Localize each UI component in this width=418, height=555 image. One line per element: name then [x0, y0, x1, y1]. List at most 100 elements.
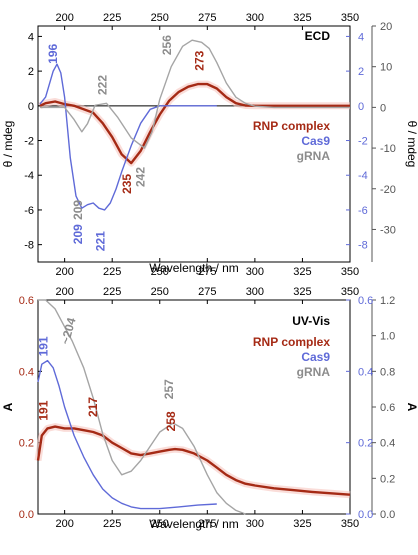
- peak-annotation: 242: [134, 167, 148, 187]
- x-tick-label-top: 225: [103, 286, 121, 298]
- legend-entry: gRNA: [297, 149, 331, 163]
- peak-annotation: 191: [37, 400, 51, 420]
- x-tick-label-top: 200: [55, 286, 73, 298]
- chart-panel-0: [37, 25, 376, 263]
- peak-annotation: 221: [94, 231, 108, 251]
- chart-panel-1: [34, 299, 376, 515]
- y-tick-label-right-blue: -2: [358, 136, 368, 148]
- x-tick-label-top: 300: [246, 12, 264, 24]
- x-tick-label-bottom: 275: [198, 266, 216, 278]
- peak-annotation: 217: [86, 397, 100, 417]
- y-tick-label-left: -4: [24, 170, 34, 182]
- y-tick-label-right-gray: 0.8: [380, 366, 395, 378]
- plot-frame: [37, 299, 351, 515]
- x-tick-label-bottom: 350: [341, 266, 359, 278]
- x-tick-label-top: 325: [293, 286, 311, 298]
- peak-annotation: 209: [71, 200, 85, 220]
- x-tick-label-bottom: 300: [246, 266, 264, 278]
- series-line-cas9: [37, 359, 217, 510]
- y-tick-label-right-gray: -10: [380, 143, 396, 155]
- peak-annotation: 258: [164, 411, 178, 431]
- x-axis-label: Wavelength / nm: [149, 261, 239, 275]
- x-tick-label-top: 225: [103, 12, 121, 24]
- x-tick-label-bottom: 325: [293, 518, 311, 530]
- y-tick-label-left: 0: [28, 101, 34, 113]
- series-line-glow-rnp: [34, 423, 351, 499]
- legend-entry: RNP complex: [253, 335, 330, 349]
- peak-annotation: 196: [46, 43, 60, 63]
- x-tick-label-top: 325: [293, 12, 311, 24]
- x-tick-label-bottom: 200: [55, 518, 73, 530]
- y-tick-label-right-gray: 1.0: [380, 331, 395, 343]
- y-tick-label-left: 0.0: [19, 509, 34, 521]
- y-tick-label-right-blue: 0: [358, 101, 364, 113]
- y-tick-label-right-gray: 0: [380, 102, 386, 114]
- peak-annotation: 273: [193, 50, 207, 70]
- plot-frame: [37, 25, 351, 263]
- peak-annotation: ~204: [58, 316, 79, 346]
- y-tick-label-left: -8: [24, 240, 34, 252]
- y-axis-label-left: A: [1, 402, 15, 411]
- x-tick-label-top: 250: [151, 286, 169, 298]
- y-tick-label-right-blue: -6: [358, 205, 368, 217]
- x-tick-label-top: 350: [341, 286, 359, 298]
- y-tick-label-right-blue: 2: [358, 66, 364, 78]
- peak-annotation: 209: [71, 224, 85, 244]
- series-line-grna: [39, 39, 350, 149]
- y-tick-label-right-blue: 0.4: [358, 366, 373, 378]
- y-tick-label-right-gray: 10: [380, 62, 392, 74]
- legend-entry: Cas9: [301, 350, 330, 364]
- x-tick-label-top: 200: [55, 12, 73, 24]
- y-tick-label-left: 0.4: [19, 366, 34, 378]
- y-tick-label-left: -2: [24, 136, 34, 148]
- y-axis-label-right: A: [405, 403, 418, 412]
- series-line-rnp-complex: [36, 425, 351, 496]
- y-tick-label-left: 0.2: [19, 438, 34, 450]
- y-tick-label-right-blue: -8: [358, 240, 368, 252]
- y-tick-label-right-gray: 0.0: [380, 509, 395, 521]
- y-tick-label-right-gray: 20: [380, 21, 392, 33]
- y-tick-label-right-blue: 0.6: [358, 295, 373, 307]
- x-tick-label-top: 275: [198, 286, 216, 298]
- x-tick-label-bottom: 250: [151, 518, 169, 530]
- x-axis-label: Wavelength / nm: [149, 517, 239, 531]
- y-tick-label-left: -6: [24, 205, 34, 217]
- y-tick-label-left: 4: [28, 31, 34, 43]
- x-tick-label-bottom: 350: [341, 518, 359, 530]
- y-tick-label-right-blue: 0.0: [358, 509, 373, 521]
- y-tick-label-left: 2: [28, 66, 34, 78]
- y-axis-label-right: θ / mdeg: [405, 121, 418, 168]
- y-tick-label-right-blue: -4: [358, 170, 368, 182]
- x-tick-label-bottom: 225: [103, 266, 121, 278]
- x-tick-label-bottom: 250: [151, 266, 169, 278]
- y-tick-label-right-gray: -20: [380, 184, 396, 196]
- legend-entry: RNP complex: [253, 119, 330, 133]
- y-tick-label-right-gray: -30: [380, 224, 396, 236]
- legend-entry: gRNA: [297, 365, 331, 379]
- x-tick-label-top: 300: [246, 286, 264, 298]
- series-line-cas9: [39, 63, 217, 211]
- y-tick-label-right-gray: 1.2: [380, 295, 395, 307]
- y-axis-label-left: θ / mdeg: [1, 121, 15, 168]
- y-tick-label-right-blue: 0.2: [358, 438, 373, 450]
- series-line-grna: [38, 299, 246, 515]
- y-tick-label-right-blue: 4: [358, 31, 364, 43]
- x-tick-label-top: 250: [151, 12, 169, 24]
- x-tick-label-bottom: 225: [103, 518, 121, 530]
- y-tick-label-right-gray: 0.2: [380, 473, 395, 485]
- x-tick-label-top: 275: [198, 12, 216, 24]
- chart-title: UV-Vis: [292, 314, 330, 328]
- x-tick-label-bottom: 300: [246, 518, 264, 530]
- x-tick-label-bottom: 325: [293, 266, 311, 278]
- legend-entry: Cas9: [301, 134, 330, 148]
- chart-title: ECD: [305, 29, 331, 43]
- peak-annotation: 256: [160, 35, 174, 55]
- y-tick-label-right-gray: 0.4: [380, 438, 395, 450]
- peak-annotation: 222: [96, 75, 110, 95]
- peak-annotation: 235: [120, 174, 134, 194]
- x-tick-label-bottom: 275: [198, 518, 216, 530]
- x-tick-label-bottom: 200: [55, 266, 73, 278]
- y-tick-label-right-gray: 0.6: [380, 402, 395, 414]
